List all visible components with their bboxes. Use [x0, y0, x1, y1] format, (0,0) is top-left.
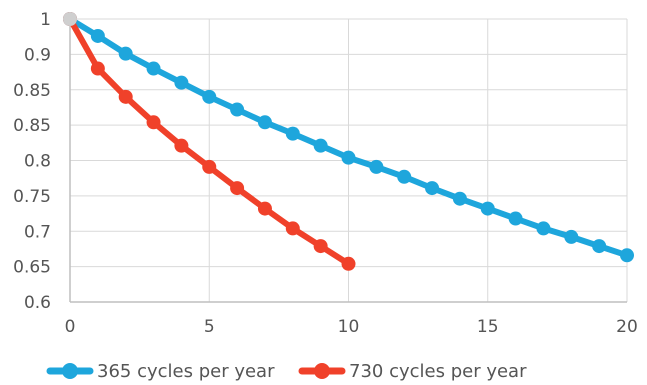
y-tick-label: 0.85	[13, 116, 51, 136]
y-tick-label: 0.9	[24, 45, 51, 65]
y-tick-label: 1	[40, 10, 51, 30]
x-tick-label: 15	[477, 317, 499, 337]
data-point	[341, 150, 356, 165]
data-point	[202, 89, 217, 104]
data-point	[508, 211, 523, 226]
x-tick-label: 20	[616, 317, 638, 337]
data-point	[425, 181, 440, 196]
x-tick-label: 0	[65, 317, 76, 337]
start-point	[63, 12, 77, 26]
y-tick-label: 0.75	[13, 187, 51, 207]
legend-label: 730 cycles per year	[349, 361, 527, 382]
data-point	[230, 181, 245, 196]
legend-swatch-marker	[314, 363, 330, 379]
y-tick-label: 0.65	[13, 258, 51, 278]
legend-swatch-marker	[62, 363, 78, 379]
axes	[69, 19, 627, 303]
grid	[70, 18, 628, 302]
data-point	[480, 201, 495, 216]
data-point	[313, 138, 328, 153]
data-point	[146, 61, 161, 76]
x-tick-label: 5	[204, 317, 215, 337]
data-point	[592, 239, 607, 254]
data-point	[620, 248, 634, 263]
data-point	[285, 221, 300, 236]
legend-entry-1: 365 cycles per year	[46, 361, 275, 382]
data-point	[174, 75, 189, 90]
data-point	[174, 138, 189, 153]
y-tick-label: 0.8	[24, 152, 51, 172]
series-1	[63, 12, 634, 263]
data-point	[341, 256, 356, 271]
data-point	[452, 191, 467, 206]
data-point	[118, 89, 133, 104]
series-2	[63, 12, 356, 271]
y-tick-label: 0.6	[24, 293, 51, 313]
data-point	[536, 221, 551, 236]
data-point	[564, 229, 579, 244]
data-point	[369, 159, 384, 174]
y-tick-labels: 0.6 0.65 0.7 0.75 0.8 0.85 0.85 0.9 1	[13, 10, 51, 313]
data-point	[118, 46, 133, 61]
data-point	[146, 115, 161, 130]
data-point	[397, 169, 412, 184]
y-tick-label: 0.85	[13, 81, 51, 101]
y-tick-label: 0.7	[24, 222, 51, 242]
legend-entry-2: 730 cycles per year	[298, 361, 527, 382]
series-layer	[63, 12, 634, 271]
data-point	[257, 201, 272, 216]
data-point	[90, 61, 105, 76]
data-point	[313, 239, 328, 254]
data-point	[202, 159, 217, 174]
legend: 365 cycles per year 730 cycles per year	[46, 361, 527, 382]
data-point	[257, 115, 272, 130]
legend-label: 365 cycles per year	[97, 361, 275, 382]
data-point	[230, 102, 245, 117]
x-tick-label: 10	[338, 317, 360, 337]
x-tick-labels: 0 5 10 15 20	[65, 317, 638, 337]
data-point	[285, 126, 300, 141]
data-point	[90, 28, 105, 43]
